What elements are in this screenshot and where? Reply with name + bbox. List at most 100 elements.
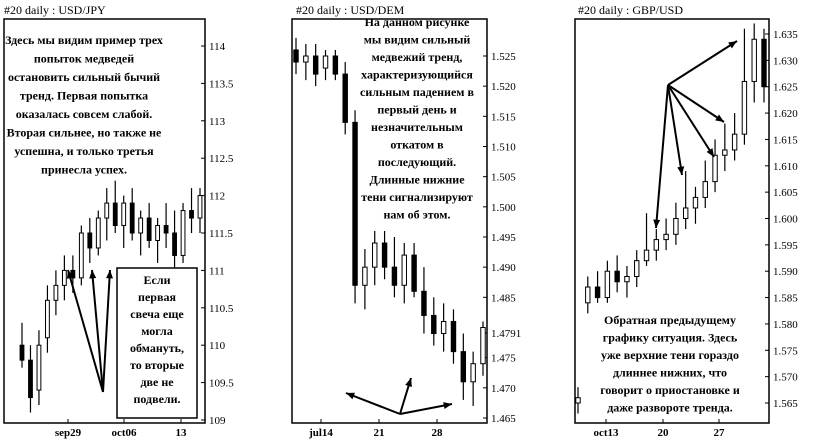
candle (197, 188, 203, 233)
candle-body (36, 344, 42, 391)
candle-body (180, 210, 186, 256)
y-tick-label: 1.590 (773, 266, 798, 278)
arrow-shaft (667, 40, 738, 86)
panel-usddem: #20 daily : USD/DEM 1.525 1.520 1.515 1.510… (291, 3, 521, 439)
arrow-head (66, 270, 74, 279)
annotation-line: свеча еще (130, 307, 184, 321)
candle-body (95, 217, 101, 249)
annotation-line: незначительным (371, 120, 463, 134)
candle-body (421, 290, 427, 316)
candle-body (155, 225, 161, 241)
candles (575, 23, 767, 414)
candle (155, 218, 161, 263)
axis-ticks: 114 113.5 113 112.5 112 111.5 111 110.5 110 109.5… (55, 41, 234, 439)
annotation-line: медвежий тренд, (372, 50, 463, 64)
annotation-line: откатом в (390, 138, 444, 152)
candle-body (624, 275, 630, 283)
arrow-head (728, 41, 737, 49)
y-tick-label: 1.610 (773, 161, 798, 173)
candle-body (303, 55, 309, 63)
x-tick-label: 21 (374, 427, 385, 439)
candle-body (585, 286, 591, 304)
candle-body (450, 320, 457, 353)
arrow-shaft (91, 269, 104, 393)
candle-body (692, 196, 699, 209)
candle (36, 330, 42, 406)
arrow (89, 269, 104, 393)
y-tick-label: 1.620 (773, 108, 798, 120)
chart-title: #20 daily : USD/JPY (4, 3, 106, 17)
arrow-shaft (655, 84, 669, 229)
candle-body (594, 286, 601, 299)
annotation-line: характеризующийся (361, 68, 473, 82)
candle (163, 203, 169, 248)
annotation-line: обмануть, (130, 341, 184, 355)
annotation-line: принесла успех. (41, 163, 127, 177)
candle-body (761, 38, 767, 88)
annotation-text: На данном рисунке мы видим сильный медвежи… (360, 15, 474, 222)
y-tick-label: 1.520 (491, 81, 516, 93)
candle (741, 28, 748, 145)
candle (585, 276, 591, 314)
annotation-line: Вторая сильнее, но также не (7, 126, 162, 140)
candle (722, 123, 728, 172)
annotation-line: сильным падением в (360, 85, 474, 99)
candle-body (731, 133, 738, 151)
candle (614, 255, 620, 293)
arrow (66, 269, 104, 393)
annotation-line: Обратная предыдущему (604, 313, 736, 327)
annotation-line: Если (144, 273, 171, 287)
annotation-line: остановить сильный бычий (8, 70, 160, 84)
annotation-line: Здесь мы видим пример трех (5, 33, 163, 47)
arrow-shaft (667, 84, 725, 123)
candle (172, 210, 177, 271)
x-tick-label: oct06 (111, 427, 137, 439)
candle (702, 160, 708, 208)
annotation-line: последующий. (378, 155, 456, 169)
chart-title: #20 daily : GBP/USD (578, 3, 683, 17)
plot-frame (3, 18, 206, 424)
arrow-head (106, 270, 114, 279)
candle-body (372, 242, 378, 268)
candle (643, 213, 650, 266)
arrow (399, 402, 453, 415)
annotation-line: говорит о приостановке и (600, 383, 740, 397)
candle (682, 171, 689, 230)
y-tick-label: 109 (209, 415, 226, 427)
arrows (345, 377, 453, 415)
candle-body (104, 202, 110, 219)
candle (180, 203, 186, 263)
arrow-head (346, 392, 355, 400)
y-tick-label: 111.5 (209, 228, 233, 240)
candle-body (741, 80, 748, 135)
arrow-head (405, 378, 412, 387)
y-tick-label: 1.4791 (491, 328, 521, 340)
y-tick-label: 112 (209, 191, 225, 203)
candle-body (322, 55, 329, 69)
arrow (667, 84, 725, 123)
candle-body (702, 181, 708, 198)
candle-body (53, 284, 59, 301)
candle-body (78, 232, 84, 279)
y-tick-label: 1.600 (773, 214, 798, 226)
candle-body (352, 121, 358, 286)
arrow (667, 84, 715, 158)
candle (352, 110, 358, 304)
candle (322, 49, 329, 81)
candle-body (112, 202, 118, 227)
candle (146, 203, 152, 248)
axis-ticks: 1.635 1.630 1.625 1.620 1.615 1.610 1.605 1.600… (593, 29, 798, 439)
arrow-shaft (67, 269, 104, 393)
y-tick-label: 109.5 (209, 378, 234, 390)
y-tick-label: 1.525 (491, 51, 516, 63)
candle (129, 188, 135, 241)
y-tick-label: 1.465 (491, 413, 516, 425)
x-tick-label: jul14 (308, 427, 333, 439)
candle (673, 202, 679, 245)
candle-body (293, 49, 299, 63)
y-tick-label: 1.615 (773, 134, 798, 146)
candle-body (480, 327, 486, 365)
candle-body (362, 266, 368, 286)
candle (45, 285, 50, 353)
annotation-line: даже развороте тренда. (607, 401, 733, 415)
